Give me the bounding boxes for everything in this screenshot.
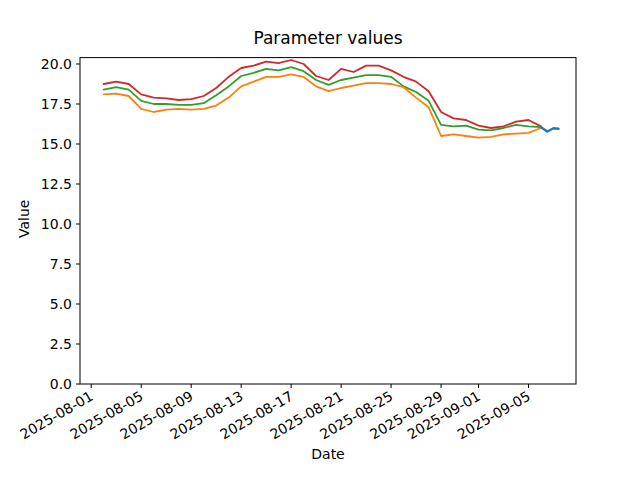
y-tick-label: 7.5 bbox=[50, 256, 72, 272]
y-tick-label: 17.5 bbox=[41, 96, 72, 112]
y-axis-label: Value bbox=[16, 218, 32, 238]
chart-figure: Parameter values 2025-08-012025-08-05202… bbox=[0, 0, 640, 480]
series-blue-line bbox=[541, 127, 559, 131]
y-tick-label: 0.0 bbox=[50, 376, 72, 392]
x-axis-label: Date bbox=[80, 446, 576, 462]
y-tick-label: 2.5 bbox=[50, 336, 72, 352]
y-tick-label: 20.0 bbox=[41, 56, 72, 72]
y-tick-label: 10.0 bbox=[41, 216, 72, 232]
y-tick-label: 12.5 bbox=[41, 176, 72, 192]
y-tick-label: 5.0 bbox=[50, 296, 72, 312]
chart-title: Parameter values bbox=[80, 28, 576, 48]
axes-frame bbox=[80, 58, 576, 384]
y-tick-label: 15.0 bbox=[41, 136, 72, 152]
series-red-line bbox=[104, 60, 541, 128]
plot-area: 2025-08-012025-08-052025-08-092025-08-13… bbox=[0, 0, 640, 480]
